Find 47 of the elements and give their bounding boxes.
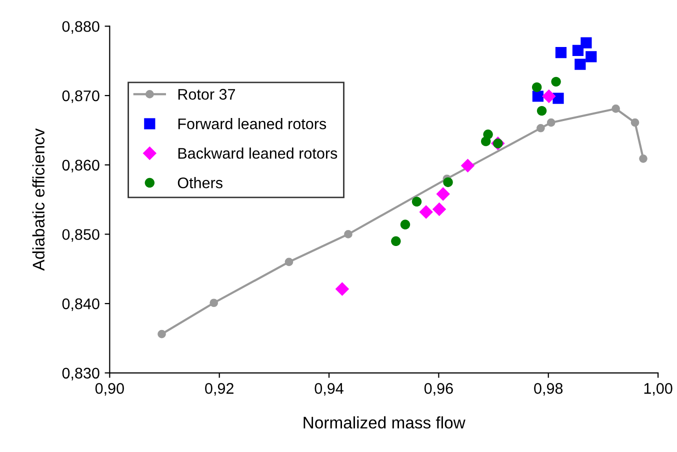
point [536,106,547,116]
point [630,118,640,127]
point [532,82,542,92]
point [574,58,586,70]
x-tick-label: 0,90 [95,383,124,396]
point [546,118,556,127]
point [555,47,567,58]
point [391,236,401,246]
point [552,92,564,104]
y-tick-label: 0,860 [62,160,100,172]
point [284,258,294,266]
y-tick-label: 0,850 [62,229,100,242]
point [551,76,561,87]
legend-label: Backward leaned rotors [178,148,338,159]
point [536,124,545,132]
point [400,220,410,230]
point [158,330,166,338]
legend-label: Forward leaned rotors [178,118,326,130]
point [412,196,422,206]
point [436,187,450,201]
y-tick-label: 0,880 [62,21,100,34]
point [586,51,597,62]
point [344,230,352,238]
x-tick-label: 0,96 [424,383,453,396]
x-tick-label: 0,94 [314,383,344,396]
legend-label: Rotor 37 [178,88,235,100]
point [432,202,446,216]
point [443,177,453,188]
point [419,205,433,219]
point [532,90,544,102]
point [480,136,491,146]
y-tick-label: 0,870 [62,90,100,104]
point [335,282,350,296]
y-tick-label: 0,830 [62,368,100,380]
x-tick-label: 1,00 [644,383,672,396]
x-tick-label: 0,98 [534,383,563,396]
point [612,104,620,113]
y-tick-label: 0,840 [62,298,100,312]
x-axis-title: Normalized mass flow [304,416,466,429]
x-tick-label: 0,92 [205,383,234,396]
point [580,37,592,48]
legend-label: Others [178,177,222,188]
y-axis-title: Adiabatic efficiencv [32,128,45,271]
point [542,89,556,104]
point [639,154,648,163]
point [210,298,218,308]
point [460,158,475,172]
